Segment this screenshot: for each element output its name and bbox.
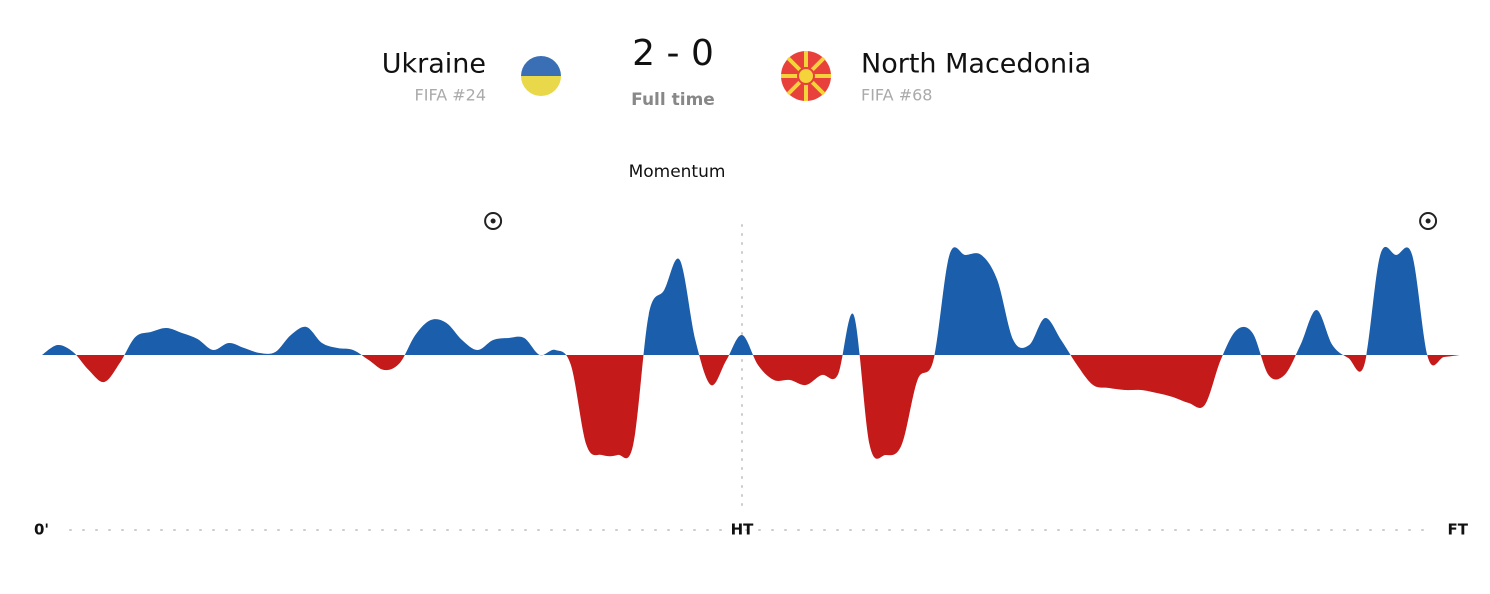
- home-rank: FIFA #24: [415, 86, 486, 105]
- x-tick-label: 0': [34, 521, 49, 539]
- goal-ball-center: [1425, 218, 1431, 224]
- away-rank: FIFA #68: [861, 86, 932, 105]
- away-name: North Macedonia: [861, 49, 1091, 80]
- momentum-away: [42, 355, 1460, 459]
- goal-icon: [484, 212, 503, 230]
- home-flag: [521, 56, 561, 96]
- score: 2 - 0: [632, 33, 714, 74]
- goal-ball-center: [490, 218, 496, 224]
- away-flag: [781, 51, 831, 101]
- x-tick-label: HT: [731, 521, 755, 539]
- match-status: Full time: [631, 90, 715, 110]
- chart-title: Momentum: [629, 162, 726, 182]
- goal-icon: [1419, 212, 1438, 230]
- momentum-home: [42, 246, 1460, 355]
- home-name: Ukraine: [382, 49, 486, 80]
- x-tick-label: FT: [1448, 521, 1469, 539]
